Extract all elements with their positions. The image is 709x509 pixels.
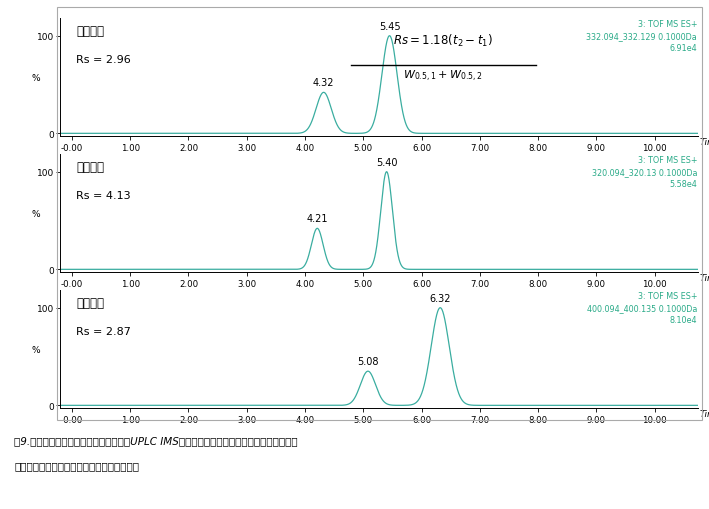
Text: %: %	[32, 209, 40, 218]
Text: $\mathit{Rs}=1.18(\mathit{t_2}-\mathit{t_1})$: $\mathit{Rs}=1.18(\mathit{t_2}-\mathit{t…	[393, 33, 493, 49]
Text: 3: TOF MS ES+
332.094_332.129 0.1000Da
6.91e4: 3: TOF MS ES+ 332.094_332.129 0.1000Da 6…	[586, 20, 697, 53]
Text: %: %	[32, 74, 40, 82]
Text: 峰间分离度由图示公式使用半峰高计算得出。: 峰间分离度由图示公式使用半峰高计算得出。	[14, 461, 139, 471]
Text: 二氟沙星: 二氟沙星	[77, 296, 104, 309]
Text: Rs = 2.87: Rs = 2.87	[77, 326, 131, 336]
Text: 环丙沙星: 环丙沙星	[77, 25, 104, 38]
Text: 4.32: 4.32	[313, 78, 335, 88]
Text: 诺氟沙星: 诺氟沙星	[77, 161, 104, 174]
Text: 5.08: 5.08	[357, 357, 379, 366]
Text: Time: Time	[700, 138, 709, 147]
Text: Time: Time	[700, 410, 709, 418]
Text: %: %	[32, 345, 40, 354]
Text: 3: TOF MS ES+
400.094_400.135 0.1000Da
8.10e4: 3: TOF MS ES+ 400.094_400.135 0.1000Da 8…	[587, 292, 697, 324]
Text: 5.45: 5.45	[379, 22, 401, 32]
Text: $\mathit{W_{0.5,1}+W_{0.5,2}}$: $\mathit{W_{0.5,1}+W_{0.5,2}}$	[403, 69, 483, 83]
Text: 图9.使用二氧化碳作为缓冲气体时，通过UPLC IMS获得的氟喔诺酮抗生素离子消度分离图示。: 图9.使用二氧化碳作为缓冲气体时，通过UPLC IMS获得的氟喔诺酮抗生素离子消…	[14, 435, 298, 445]
Text: 4.21: 4.21	[306, 214, 328, 224]
Text: Rs = 2.96: Rs = 2.96	[77, 54, 131, 65]
Text: 6.32: 6.32	[430, 293, 451, 303]
Text: Time: Time	[700, 274, 709, 283]
Text: 3: TOF MS ES+
320.094_320.13 0.1000Da
5.58e4: 3: TOF MS ES+ 320.094_320.13 0.1000Da 5.…	[591, 156, 697, 188]
Text: Rs = 4.13: Rs = 4.13	[77, 190, 131, 200]
Text: 5.40: 5.40	[376, 157, 397, 167]
